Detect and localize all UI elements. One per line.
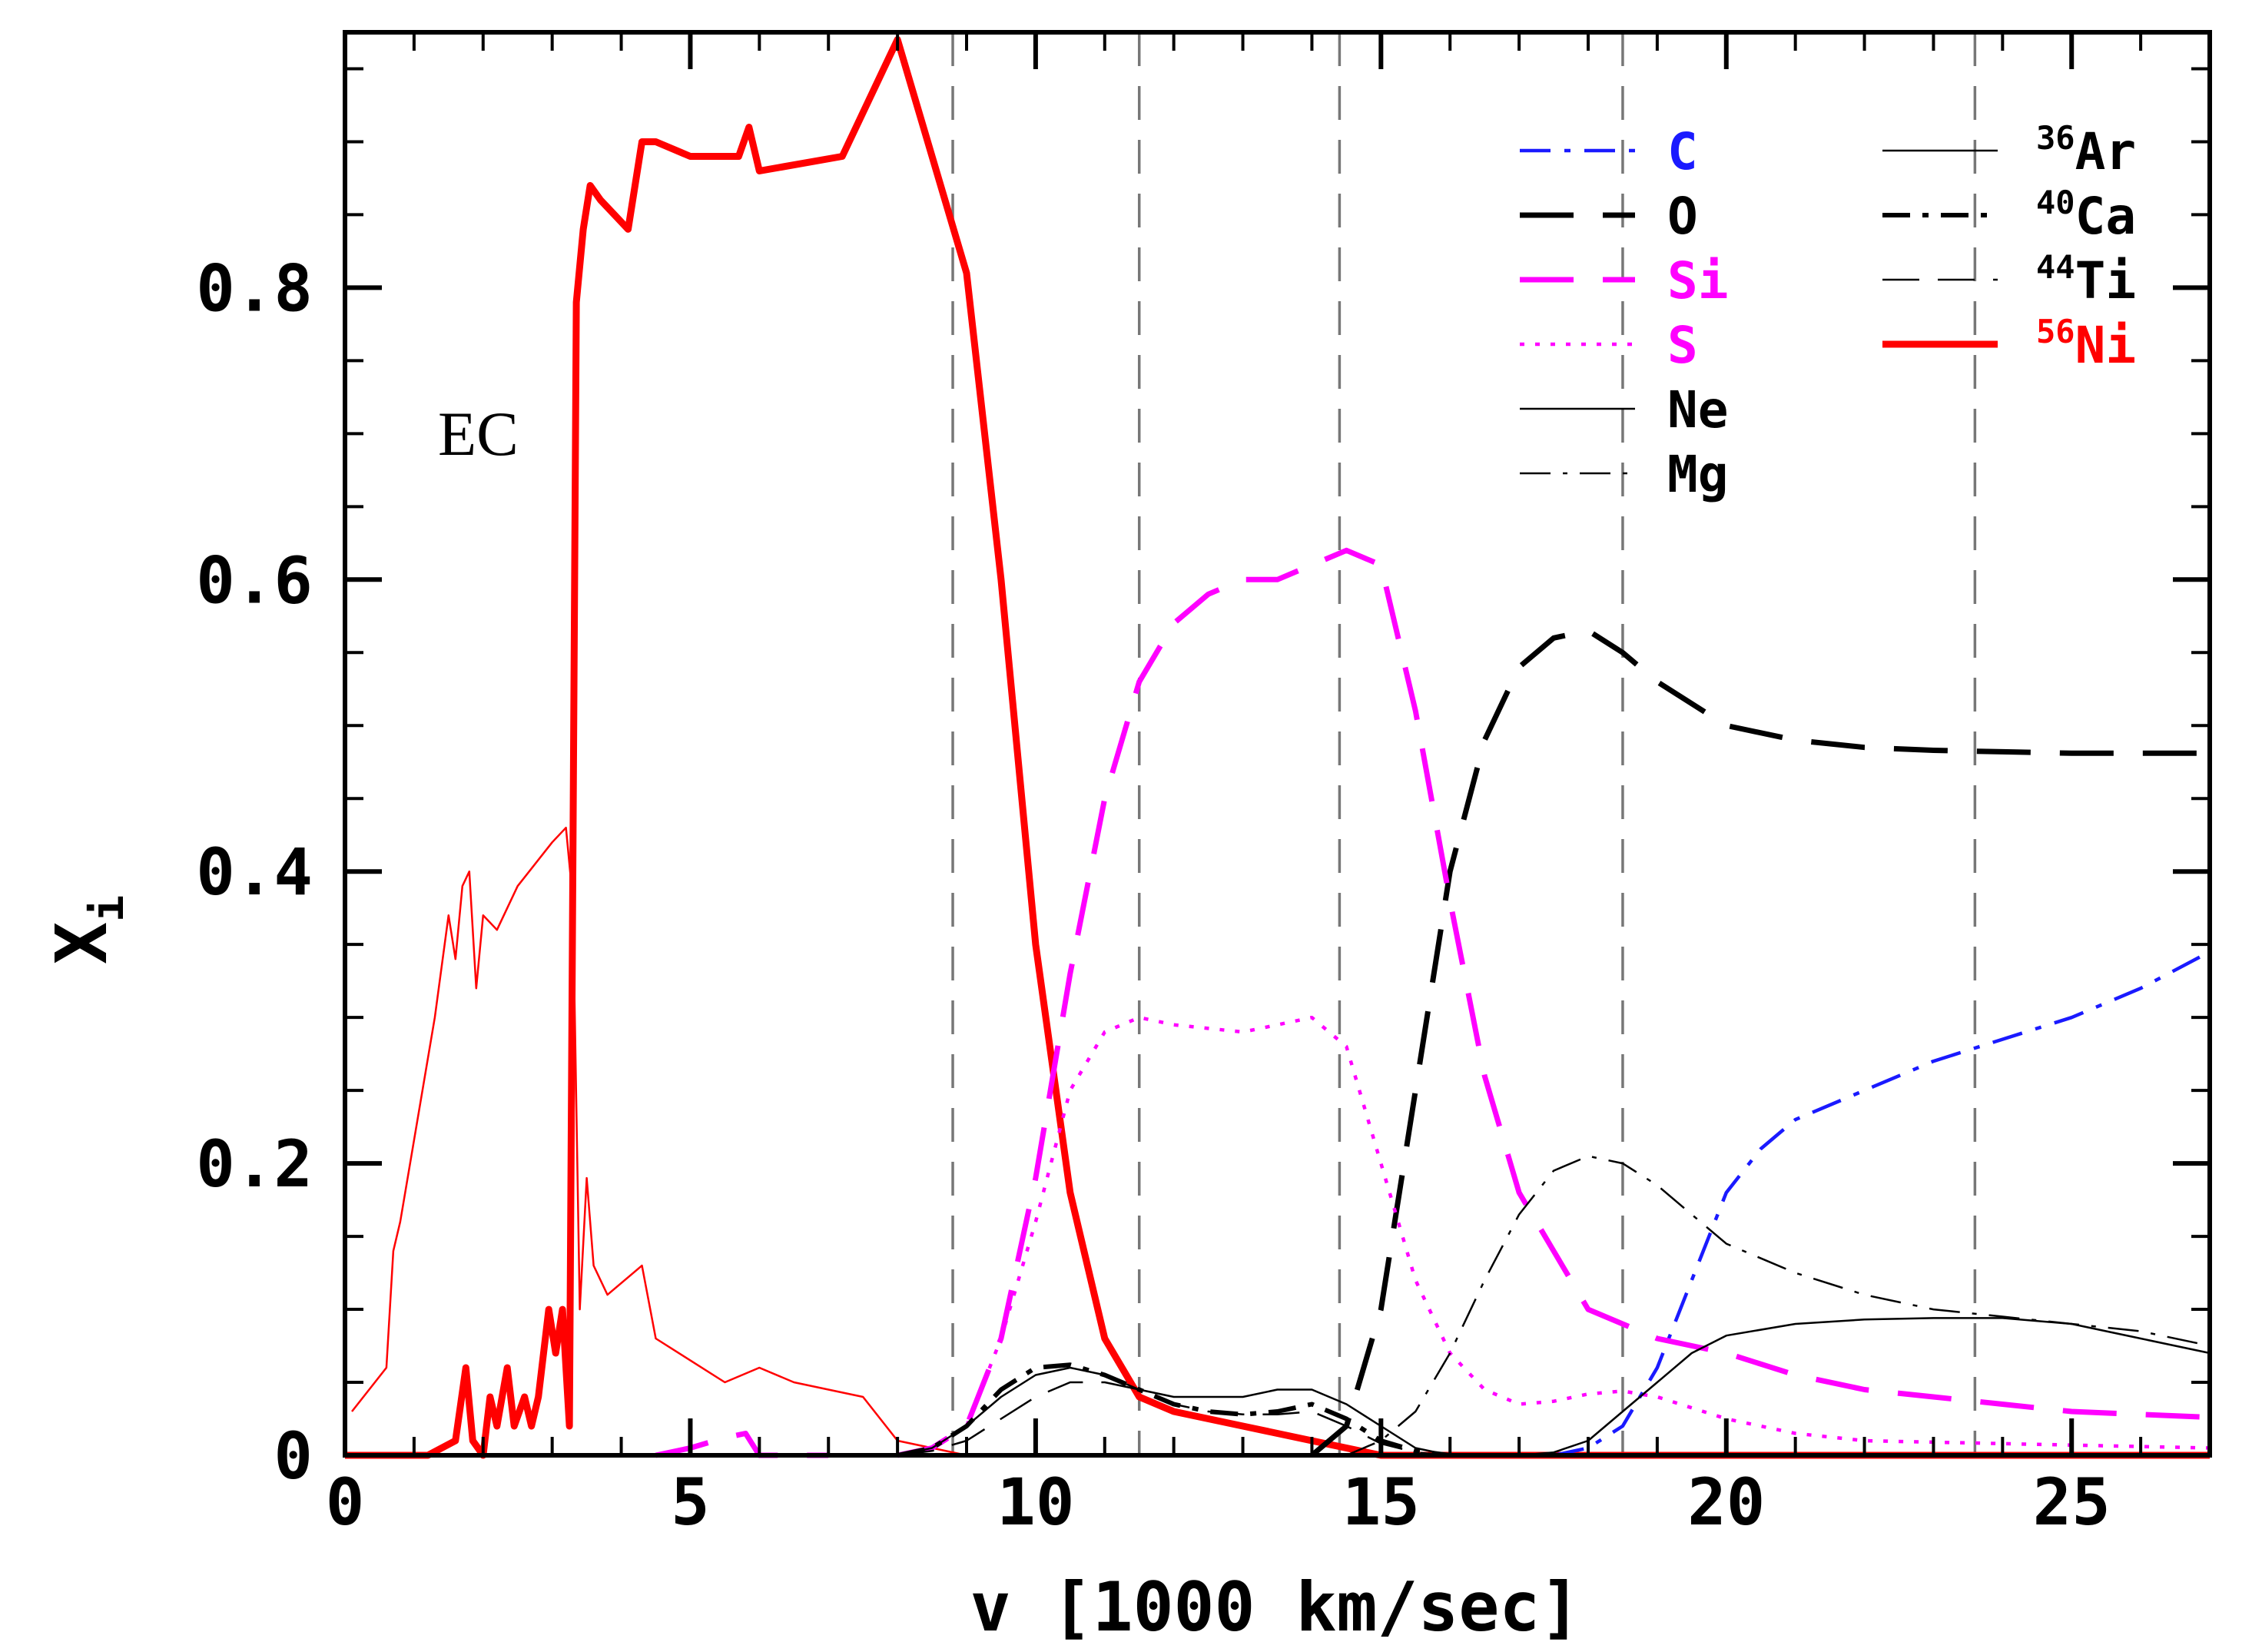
legend-label-c: C: [1667, 122, 1698, 181]
legend-label-o: O: [1667, 187, 1698, 246]
y-tick-label: 0: [274, 1418, 313, 1494]
tick-labels: 0 5 10 15 20 25 0 0.2 0.4 0.6 0.8: [196, 250, 2111, 1540]
axes: [343, 30, 2212, 1458]
x-tick-label: 25: [2033, 1465, 2111, 1540]
x-axis-label: v [1000 km/sec]: [970, 1567, 1581, 1647]
legend-label-ar36: 36Ar: [2036, 119, 2136, 181]
annotation-ec: EC: [438, 399, 519, 469]
series-c-line: [1553, 950, 2211, 1458]
series-ni56-thin-line: [351, 826, 967, 1457]
series-ti44-line: [897, 1381, 1451, 1457]
series-ni56-line: [345, 36, 2210, 1459]
y-axis-label-sub: i: [81, 895, 134, 922]
series-o-line: [1310, 628, 2210, 1458]
legend-label-ne: Ne: [1667, 380, 1728, 440]
legend-label-ni56: 56Ni: [2036, 313, 2136, 375]
series-si-line: [897, 547, 2211, 1458]
legend-label-si: Si: [1667, 251, 1728, 310]
x-tick-label: 5: [671, 1465, 710, 1540]
x-tick-label: 15: [1342, 1465, 1420, 1540]
x-tick-label: 0: [326, 1465, 365, 1540]
y-tick-label: 0.6: [196, 542, 313, 618]
x-tick-label: 20: [1687, 1465, 1765, 1540]
series-mg-line: [1345, 1155, 2211, 1457]
x-tick-label: 10: [997, 1465, 1074, 1540]
legend-label-ti44: 44Ti: [2036, 248, 2136, 310]
y-tick-label: 0.8: [196, 250, 313, 326]
ticks: [343, 32, 2211, 1458]
plot-frame: [343, 30, 2212, 1458]
y-axis-label-main: X: [41, 922, 123, 964]
vertical-reference-lines: [951, 32, 1977, 1455]
y-axis-label: Xi: [41, 895, 134, 964]
y-tick-label: 0.4: [196, 834, 313, 910]
y-tick-label: 0.2: [196, 1126, 313, 1202]
series-ar36-line: [897, 1366, 1451, 1457]
legend-label-mg: Mg: [1667, 445, 1728, 504]
legend-label-ca40: 40Ca: [2036, 184, 2136, 246]
svg-text:Xi: Xi: [41, 895, 134, 964]
legend-label-s: S: [1667, 316, 1698, 375]
series-s-line: [897, 1015, 2211, 1458]
